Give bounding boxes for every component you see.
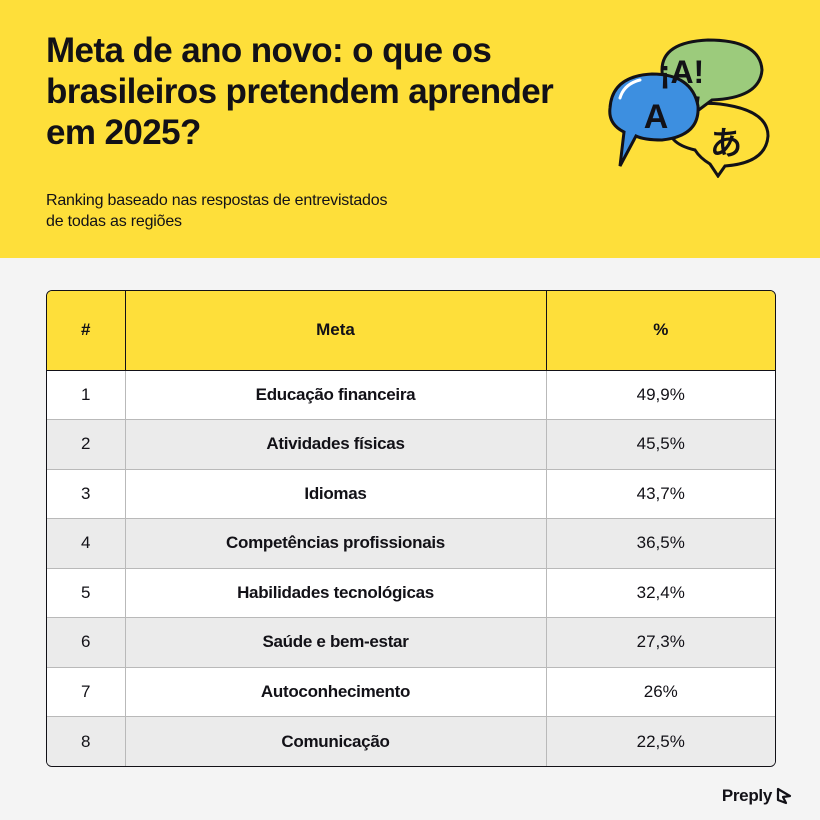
table-row: 7 Autoconhecimento 26% (47, 667, 775, 717)
bubble-text-blue: A (644, 98, 669, 136)
rank-cell: 4 (47, 518, 126, 568)
goal-cell: Atividades físicas (125, 419, 547, 469)
brand-name: Preply (721, 786, 772, 805)
percent-cell: 36,5% (636, 533, 685, 553)
rank-cell: 1 (47, 370, 126, 420)
rank-cell: 2 (47, 419, 126, 469)
rank-cell: 6 (47, 617, 126, 667)
table-header-row: # Meta % (47, 291, 775, 370)
column-header-goal: Meta (125, 291, 547, 370)
table-row: 1 Educação financeira 49,9% (47, 370, 775, 420)
goal-cell: Educação financeira (125, 370, 547, 420)
speech-bubbles-illustration: ¡A! A あ (608, 38, 770, 178)
page-subtitle: Ranking baseado nas respostas de entrevi… (46, 192, 388, 230)
column-header-percent: % (653, 320, 669, 340)
rank-cell: 8 (47, 716, 126, 766)
column-header-rank: # (47, 291, 126, 370)
percent-cell: 49,9% (636, 384, 685, 404)
table-row: 4 Competências profissionais 36,5% (47, 518, 775, 568)
percent-cell: 26% (643, 681, 678, 701)
table-row: 8 Comunicação 22,5% (47, 716, 775, 766)
percent-cell: 22,5% (636, 731, 685, 751)
table-row: 2 Atividades físicas 45,5% (47, 419, 775, 469)
percent-cell: 43,7% (636, 483, 685, 503)
goal-cell: Habilidades tecnológicas (125, 568, 547, 618)
page-title: Meta de ano novo: o que os brasileiros p… (46, 31, 554, 152)
preply-logo: Preply (722, 786, 792, 806)
table-row: 3 Idiomas 43,7% (47, 469, 775, 519)
rank-cell: 5 (47, 568, 126, 618)
table-row: 6 Saúde e bem-estar 27,3% (47, 617, 775, 667)
rank-cell: 3 (47, 469, 126, 519)
goal-cell: Competências profissionais (125, 518, 547, 568)
bubble-text-green: ¡A! (660, 54, 704, 90)
table-row: 5 Habilidades tecnológicas 32,4% (47, 568, 775, 618)
blue-speech-bubble-icon (608, 72, 700, 167)
ranking-table: # Meta % 1 Educação financeira 49,9% 2 A… (46, 290, 776, 767)
percent-cell: 45,5% (636, 434, 685, 454)
goal-cell: Idiomas (125, 469, 547, 519)
goal-cell: Comunicação (125, 716, 547, 766)
percent-cell: 32,4% (636, 582, 685, 602)
bubble-text-yellow: あ (710, 125, 742, 161)
percent-cell: 27,3% (636, 632, 685, 652)
header-banner: Meta de ano novo: o que os brasileiros p… (0, 0, 820, 258)
preply-logo-icon (776, 787, 792, 805)
goal-cell: Saúde e bem-estar (125, 617, 547, 667)
rank-cell: 7 (47, 667, 126, 717)
goal-cell: Autoconhecimento (125, 667, 547, 717)
